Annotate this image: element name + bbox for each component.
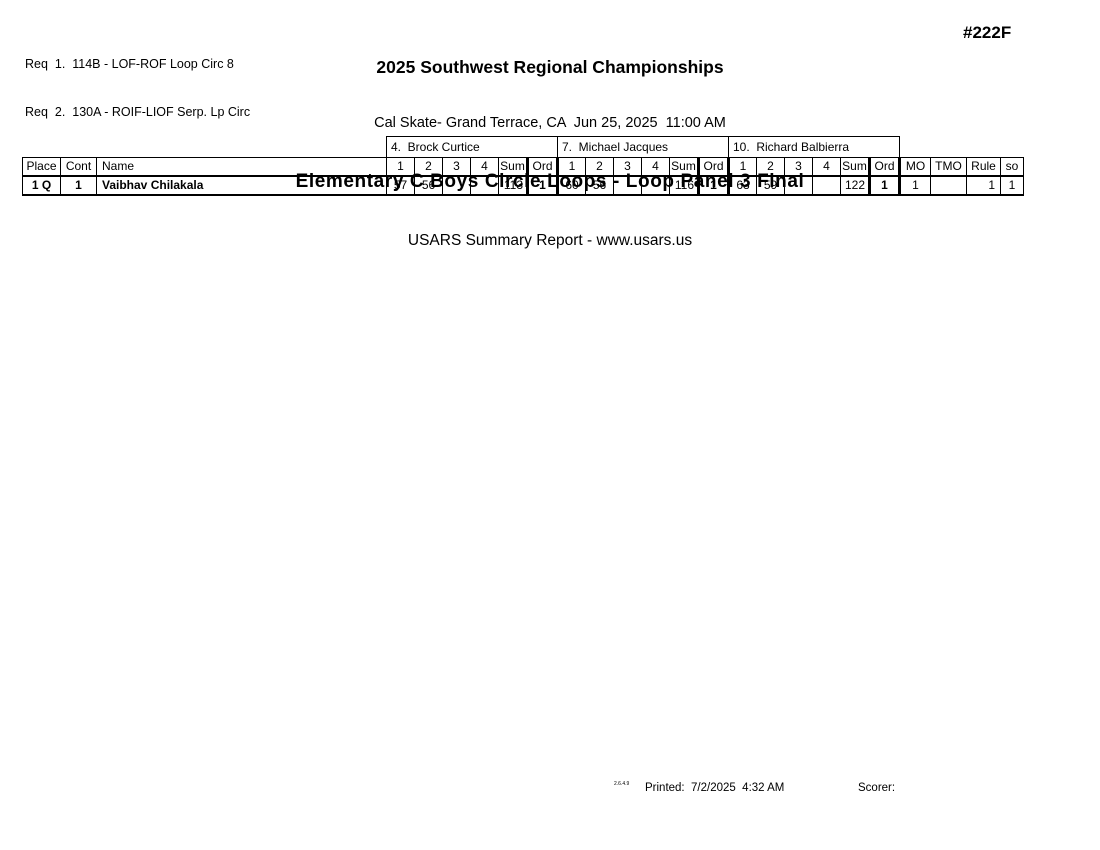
cell-j1-score2: 56	[414, 174, 443, 196]
col-header-j1-2: 2	[414, 157, 443, 176]
cell-rule: 1	[966, 174, 1001, 196]
col-header-j2-ord: Ord	[697, 157, 730, 176]
col-header-j3-sum: Sum	[840, 157, 870, 176]
cell-place: 1 Q	[22, 174, 61, 196]
col-header-rule: Rule	[966, 157, 1001, 176]
report-type-line: USARS Summary Report - www.usars.us	[407, 232, 693, 249]
cell-j2-score1: 60	[557, 174, 586, 196]
col-header-mo: MO	[899, 157, 931, 176]
col-header-j2-sum: Sum	[669, 157, 699, 176]
col-header-j1-ord: Ord	[526, 157, 559, 176]
col-header-j2-1: 1	[557, 157, 586, 176]
col-header-name: Name	[96, 157, 387, 176]
software-version: 2.6.4.9	[614, 781, 630, 787]
col-header-cont: Cont	[60, 157, 97, 176]
cell-j1-ord: 1	[526, 174, 559, 196]
cell-j3-sum: 122	[840, 174, 870, 196]
cell-j2-score4	[641, 174, 670, 196]
col-header-j2-4: 4	[641, 157, 670, 176]
scorer-label: Scorer:	[858, 782, 896, 794]
col-header-j1-sum: Sum	[498, 157, 528, 176]
cell-j3-score4	[812, 174, 841, 196]
cell-j1-score3	[442, 174, 471, 196]
req-line-2: Req 2. 130A - ROIF-LIOF Serp. Lp Circ	[25, 105, 251, 119]
judge-2-name: 7. Michael Jacques	[557, 136, 729, 158]
table-row: 1 Q 1 Vaibhav Chilakala 57 56 113 1 60 5…	[22, 174, 1024, 196]
cell-j3-score1: 63	[728, 174, 757, 196]
cell-j2-score3	[613, 174, 642, 196]
cell-cont: 1	[60, 174, 97, 196]
col-header-j2-3: 3	[613, 157, 642, 176]
col-header-j3-4: 4	[812, 157, 841, 176]
cell-j1-sum: 113	[498, 174, 528, 196]
col-header-so: so	[1000, 157, 1024, 176]
cell-j3-ord: 1	[868, 174, 901, 196]
printed-timestamp: Printed: 7/2/2025 4:32 AM	[645, 782, 785, 794]
col-header-place: Place	[22, 157, 61, 176]
judge-3-name: 10. Richard Balbierra	[728, 136, 900, 158]
col-header-j3-1: 1	[728, 157, 757, 176]
judge-header-spacer-left	[22, 136, 387, 158]
event-number: #222F	[963, 23, 1012, 42]
cell-tmo	[930, 174, 967, 196]
col-header-j3-2: 2	[756, 157, 785, 176]
judge-1-name: 4. Brock Curtice	[386, 136, 558, 158]
cell-j3-score3	[784, 174, 813, 196]
cell-j1-score1: 57	[386, 174, 415, 196]
requirements-block: Req 1. 114B - LOF-ROF Loop Circ 8 Req 2.…	[25, 24, 250, 152]
venue-date-line: Cal Skate- Grand Terrace, CA Jun 25, 202…	[374, 115, 726, 131]
cell-skater-name: Vaibhav Chilakala	[96, 174, 387, 196]
judge-header-spacer-right	[899, 136, 1024, 158]
col-header-j1-4: 4	[470, 157, 499, 176]
judge-header-row: 4. Brock Curtice 7. Michael Jacques 10. …	[22, 136, 1024, 158]
col-header-j3-3: 3	[784, 157, 813, 176]
cell-j1-score4	[470, 174, 499, 196]
col-header-j3-ord: Ord	[868, 157, 901, 176]
req-line-1: Req 1. 114B - LOF-ROF Loop Circ 8	[25, 57, 234, 71]
col-header-j1-1: 1	[386, 157, 415, 176]
col-header-j1-3: 3	[442, 157, 471, 176]
cell-j2-sum: 116	[669, 174, 699, 196]
cell-j2-ord: 1	[697, 174, 730, 196]
column-header-row: Place Cont Name 1 2 3 4 Sum Ord 1 2 3 4 …	[22, 157, 1024, 176]
col-header-j2-2: 2	[585, 157, 614, 176]
championship-title: 2025 Southwest Regional Championships	[376, 57, 724, 77]
cell-j3-score2: 59	[756, 174, 785, 196]
score-table: 4. Brock Curtice 7. Michael Jacques 10. …	[22, 136, 1024, 196]
cell-mo: 1	[899, 174, 931, 196]
col-header-tmo: TMO	[930, 157, 967, 176]
cell-so: 1	[1000, 174, 1024, 196]
cell-j2-score2: 56	[585, 174, 614, 196]
